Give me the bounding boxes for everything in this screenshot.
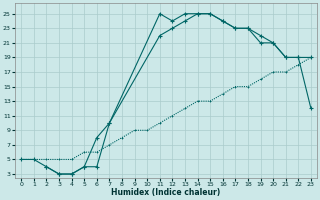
X-axis label: Humidex (Indice chaleur): Humidex (Indice chaleur) (111, 188, 221, 197)
